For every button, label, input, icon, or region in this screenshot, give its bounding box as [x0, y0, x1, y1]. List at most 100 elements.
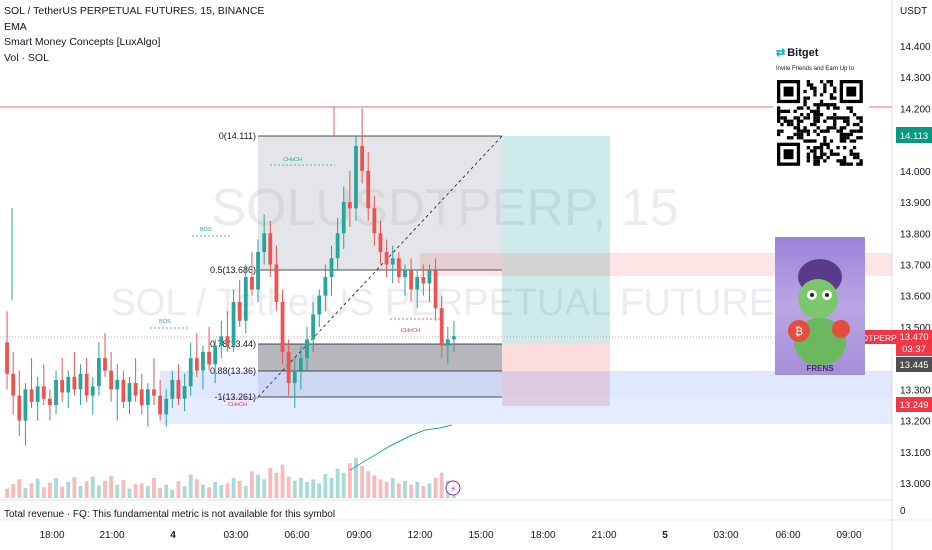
candle-body[interactable]	[219, 336, 224, 346]
position-stop-zone[interactable]	[502, 344, 610, 406]
legend-ema[interactable]: EMA	[4, 20, 27, 33]
candle-body[interactable]	[48, 398, 52, 405]
bullish-order-block-upper[interactable]	[160, 371, 892, 398]
lightning-icon[interactable]	[445, 480, 461, 496]
candle-body[interactable]	[378, 233, 383, 253]
candle-body[interactable]	[262, 233, 267, 253]
candle-body[interactable]	[243, 276, 248, 321]
candle-body[interactable]	[305, 339, 309, 359]
candle-body[interactable]	[158, 395, 162, 415]
bearish-order-block[interactable]	[420, 253, 892, 276]
candle-body[interactable]	[366, 170, 371, 209]
candle-body[interactable]	[409, 270, 413, 290]
candle-body[interactable]	[90, 386, 95, 396]
volume-bar	[152, 478, 156, 498]
candle-body[interactable]	[225, 336, 230, 346]
candle-body[interactable]	[347, 202, 352, 209]
candle-body[interactable]	[182, 386, 187, 399]
candle-body[interactable]	[121, 379, 126, 402]
candle-body[interactable]	[433, 270, 438, 309]
candle-body[interactable]	[256, 252, 260, 290]
candle-body[interactable]	[274, 264, 279, 302]
candle-body[interactable]	[127, 383, 132, 402]
candle-body[interactable]	[268, 233, 273, 265]
candle-body[interactable]	[323, 276, 328, 296]
candle-body[interactable]	[201, 351, 205, 371]
candle-body[interactable]	[286, 351, 291, 384]
candle-body[interactable]	[250, 276, 254, 290]
candle-body[interactable]	[17, 395, 22, 421]
candle-body[interactable]	[84, 373, 89, 396]
candle-body[interactable]	[103, 358, 107, 371]
candle-body[interactable]	[280, 301, 285, 352]
price-tag-target: 14.113	[900, 131, 928, 142]
candle-body[interactable]	[360, 145, 365, 171]
fib-zone-golden[interactable]	[258, 344, 502, 371]
candle-body[interactable]	[403, 270, 407, 277]
candle-body[interactable]	[427, 270, 432, 284]
qr-module	[852, 139, 857, 143]
candle-body[interactable]	[152, 389, 156, 396]
candle-body[interactable]	[96, 358, 101, 387]
qr-module	[806, 155, 810, 160]
candle-body[interactable]	[213, 345, 218, 365]
candle-body[interactable]	[11, 373, 16, 396]
candle-body[interactable]	[29, 389, 34, 402]
candle-body[interactable]	[133, 383, 138, 396]
candle-body[interactable]	[372, 208, 377, 234]
candle-body[interactable]	[176, 379, 181, 399]
candle-body[interactable]	[188, 358, 193, 387]
candle-body[interactable]	[54, 379, 58, 405]
candle-body[interactable]	[329, 258, 334, 277]
candle-body[interactable]	[78, 373, 83, 390]
candle-body[interactable]	[109, 370, 114, 390]
candle-body[interactable]	[23, 389, 28, 421]
time-tick: 09:00	[836, 530, 861, 541]
candle-body[interactable]	[139, 389, 144, 405]
watermark-symbol: SOLUSDTPERP, 15	[211, 179, 678, 237]
bullish-order-block-lower[interactable]	[160, 398, 892, 424]
candle-body[interactable]	[452, 336, 456, 340]
candle-body[interactable]	[5, 342, 9, 374]
candle-body[interactable]	[237, 301, 242, 321]
qr-module	[783, 119, 787, 123]
candle-body[interactable]	[115, 379, 120, 390]
candle-body[interactable]	[66, 376, 71, 393]
candle-body[interactable]	[145, 389, 150, 405]
legend-volume[interactable]: Vol · SOL	[4, 51, 49, 64]
volume-bar	[23, 488, 28, 498]
candle-body[interactable]	[207, 351, 211, 365]
promo-image[interactable]: ₿ FRENS	[775, 237, 865, 375]
candle-body[interactable]	[231, 301, 236, 346]
candle-body[interactable]	[60, 379, 65, 393]
candle-body[interactable]	[415, 276, 420, 290]
candle-body[interactable]	[311, 314, 316, 340]
candle-body[interactable]	[170, 379, 175, 399]
qr-module	[846, 116, 850, 120]
candle-body[interactable]	[72, 376, 77, 390]
candle-body[interactable]	[390, 258, 395, 265]
candle-body[interactable]	[439, 308, 444, 346]
candle-body[interactable]	[35, 386, 40, 402]
candle-body[interactable]	[292, 370, 297, 384]
candle-body[interactable]	[194, 358, 199, 371]
qr-module	[846, 162, 850, 166]
candle-body[interactable]	[41, 386, 46, 399]
legend-smc[interactable]: Smart Money Concepts [LuxAlgo]	[4, 36, 161, 48]
position-target-zone[interactable]	[502, 136, 610, 344]
candle-body[interactable]	[164, 398, 169, 415]
candle-body[interactable]	[421, 276, 426, 284]
volume-bar	[250, 471, 254, 498]
candle-body[interactable]	[341, 202, 346, 234]
volume-bar	[170, 490, 175, 498]
candle-body[interactable]	[335, 233, 340, 259]
candle-body[interactable]	[396, 258, 401, 277]
candle-body[interactable]	[445, 339, 450, 346]
candle-body[interactable]	[384, 252, 389, 265]
candle-body[interactable]	[317, 295, 322, 315]
candle-body[interactable]	[354, 145, 358, 209]
bitget-promo-card[interactable]: ⇄ Bitget Invite Friends and Earn Up to	[773, 40, 869, 220]
candle-body[interactable]	[299, 358, 303, 371]
legend-title[interactable]: SOL / TetherUS PERPETUAL FUTURES, 15, BI…	[4, 5, 265, 17]
